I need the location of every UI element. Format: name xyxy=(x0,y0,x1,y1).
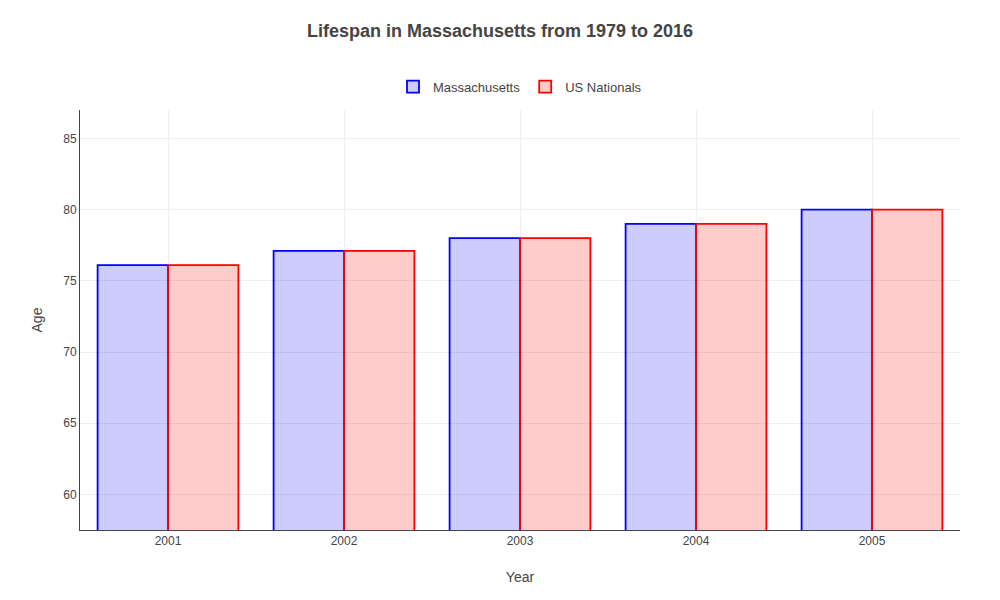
svg-text:US Nationals: US Nationals xyxy=(565,80,641,95)
svg-text:Massachusetts: Massachusetts xyxy=(433,80,520,95)
svg-text:85: 85 xyxy=(63,132,77,146)
svg-text:Year: Year xyxy=(506,569,535,585)
svg-text:2005: 2005 xyxy=(859,534,886,548)
svg-text:80: 80 xyxy=(63,203,77,217)
svg-text:70: 70 xyxy=(63,345,77,359)
svg-text:65: 65 xyxy=(63,416,77,430)
svg-text:75: 75 xyxy=(63,274,77,288)
svg-text:60: 60 xyxy=(63,488,77,502)
svg-text:2002: 2002 xyxy=(331,534,358,548)
svg-text:2004: 2004 xyxy=(683,534,710,548)
svg-text:Age: Age xyxy=(29,307,45,332)
svg-text:Lifespan in Massachusetts from: Lifespan in Massachusetts from 1979 to 2… xyxy=(307,21,693,41)
svg-text:2001: 2001 xyxy=(155,534,182,548)
svg-text:2003: 2003 xyxy=(507,534,534,548)
